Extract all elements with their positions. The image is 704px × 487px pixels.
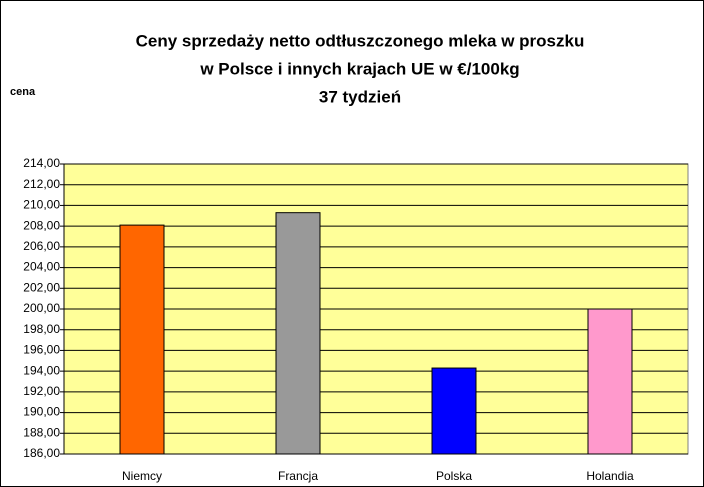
y-tick-label: 204,00 [23,260,60,274]
bar [431,367,477,455]
bar [587,308,633,455]
chart-title: Ceny sprzedaży netto odtłuszczonego mlek… [136,31,585,50]
y-tick-label: 212,00 [23,177,60,191]
y-tick-label: 208,00 [23,218,60,232]
y-tick-label: 196,00 [23,343,60,357]
y-tick-label: 186,00 [23,446,60,460]
y-tick-label: 190,00 [23,405,60,419]
x-tick-label: Francja [278,469,318,483]
y-tick-label: 188,00 [23,425,60,439]
y-axis-label: cena [10,86,36,98]
y-tick-label: 210,00 [23,198,60,212]
x-tick-label: Holandia [586,469,634,483]
y-tick-label: 194,00 [23,363,60,377]
bar [119,224,165,455]
chart-title: w Polsce i innych krajach UE w €/100kg [199,59,519,78]
y-tick-label: 206,00 [23,239,60,253]
bar [275,212,321,455]
x-tick-label: Niemcy [122,469,162,483]
y-tick-label: 202,00 [23,280,60,294]
chart-title: 37 tydzień [319,87,401,106]
y-tick-label: 200,00 [23,301,60,315]
x-tick-label: Polska [436,469,472,483]
y-tick-label: 192,00 [23,384,60,398]
y-tick-label: 214,00 [23,156,60,170]
y-tick-label: 198,00 [23,322,60,336]
